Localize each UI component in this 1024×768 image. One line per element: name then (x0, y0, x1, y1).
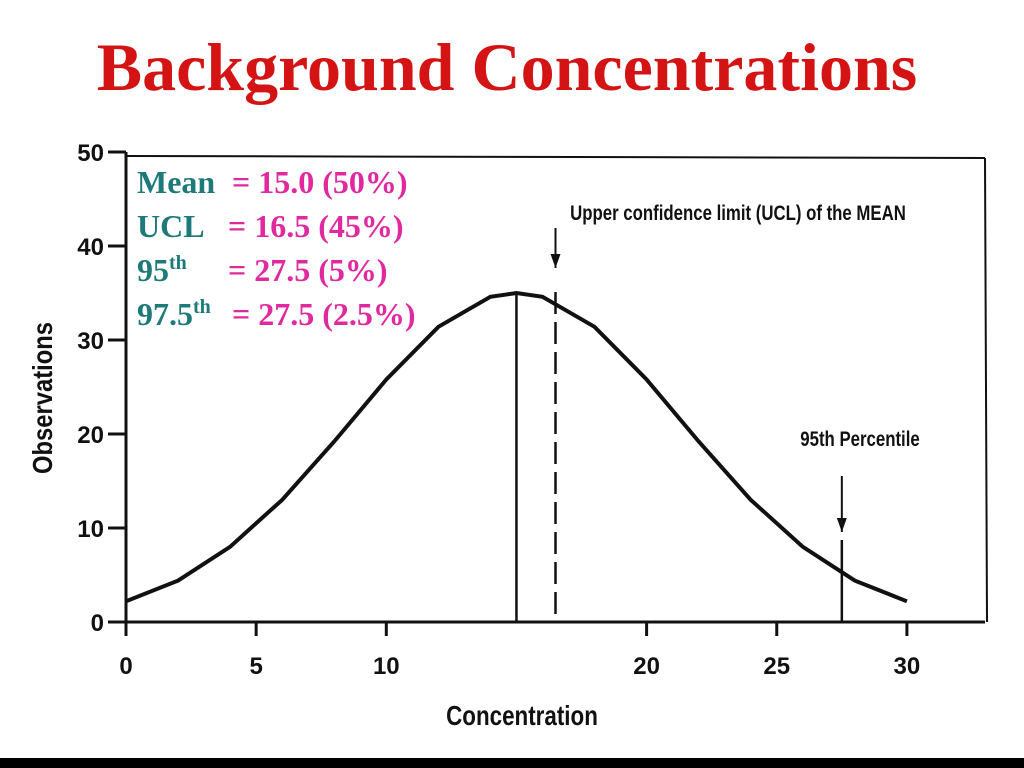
arrow-head (836, 518, 847, 532)
reference-label: Upper confidence limit (UCL) of the MEAN (570, 202, 906, 225)
stat-value: = 27.5 (2.5%) (232, 296, 416, 332)
frame-right (984, 157, 988, 623)
stat-value: = 16.5 (45%) (228, 208, 404, 244)
stat-label: UCL (137, 208, 205, 244)
stat-sup: th (193, 296, 211, 318)
x-tick-label: 20 (633, 653, 660, 680)
x-tick-label: 10 (373, 653, 400, 680)
x-tick-label: 0 (119, 653, 132, 680)
arrow-head (550, 254, 561, 268)
stat-label: Mean (137, 164, 215, 200)
bottom-bar (0, 758, 1024, 768)
stat-value: = 27.5 (5%) (228, 252, 388, 288)
stat-label: 97.5 (137, 296, 193, 332)
stat-line: 95th = 27.5 (5%) (137, 252, 388, 288)
x-tick-label: 5 (249, 653, 262, 680)
stat-line: 97.5th = 27.5 (2.5%) (137, 296, 416, 332)
stat-value: = 15.0 (50%) (232, 164, 408, 200)
y-tick-label: 20 (77, 422, 104, 449)
x-axis-label: Concentration (446, 701, 598, 732)
reference-label: 95th Percentile (800, 428, 919, 451)
stat-label: 95 (137, 252, 169, 288)
stat-line: Mean = 15.0 (50%) (137, 164, 408, 200)
frame-top (125, 155, 986, 159)
x-tick-label: 30 (894, 653, 921, 680)
y-tick-label: 50 (77, 140, 104, 167)
stat-sup: th (169, 252, 187, 274)
stat-line: UCL = 16.5 (45%) (137, 208, 404, 244)
y-tick-label: 30 (77, 328, 104, 355)
y-axis-label: Observations (26, 322, 58, 474)
x-tick-label: 25 (763, 653, 790, 680)
y-tick-label: 40 (77, 234, 104, 261)
title: Background Concentrations (97, 29, 918, 105)
y-tick-label: 10 (77, 516, 104, 543)
y-tick-label: 0 (91, 610, 104, 637)
